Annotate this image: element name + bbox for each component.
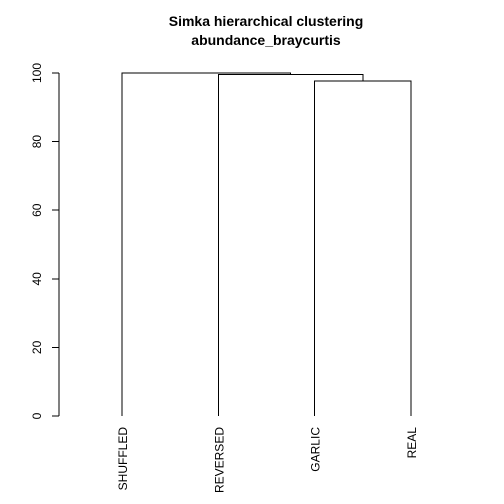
y-tick-label-2: 40 — [30, 272, 44, 286]
chart-title: Simka hierarchical clustering — [169, 13, 364, 29]
y-tick-label-5: 100 — [30, 63, 44, 83]
y-tick-label-3: 60 — [30, 203, 44, 217]
dendrogram-branch-2 — [121, 72, 292, 416]
dendrogram-branch-1 — [217, 73, 364, 416]
leaf-label-garlic: GARLIC — [309, 427, 323, 472]
y-tick-label-0: 0 — [30, 412, 44, 419]
leaf-label-shuffled: SHUFFLED — [116, 427, 130, 491]
dendrogram-branch-0 — [314, 80, 412, 416]
y-tick-label-4: 80 — [30, 135, 44, 149]
chart-subtitle: abundance_braycurtis — [191, 32, 341, 48]
y-tick-label-1: 20 — [30, 340, 44, 354]
y-axis: 0 20 40 60 80 100 — [30, 63, 60, 419]
dendrogram-branches — [121, 72, 412, 416]
leaf-labels: SHUFFLED REVERSED GARLIC REAL — [116, 427, 419, 493]
leaf-label-reversed: REVERSED — [212, 427, 226, 493]
leaf-label-real: REAL — [405, 427, 419, 459]
